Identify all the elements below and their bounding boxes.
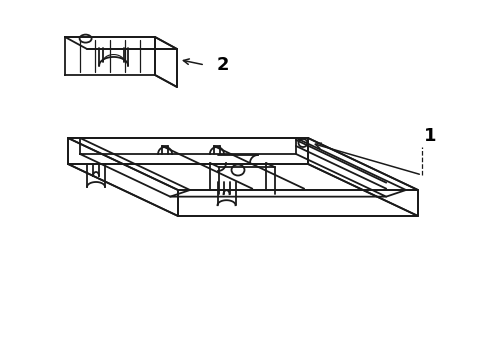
Text: 2: 2	[217, 56, 229, 74]
Text: 1: 1	[424, 127, 436, 145]
